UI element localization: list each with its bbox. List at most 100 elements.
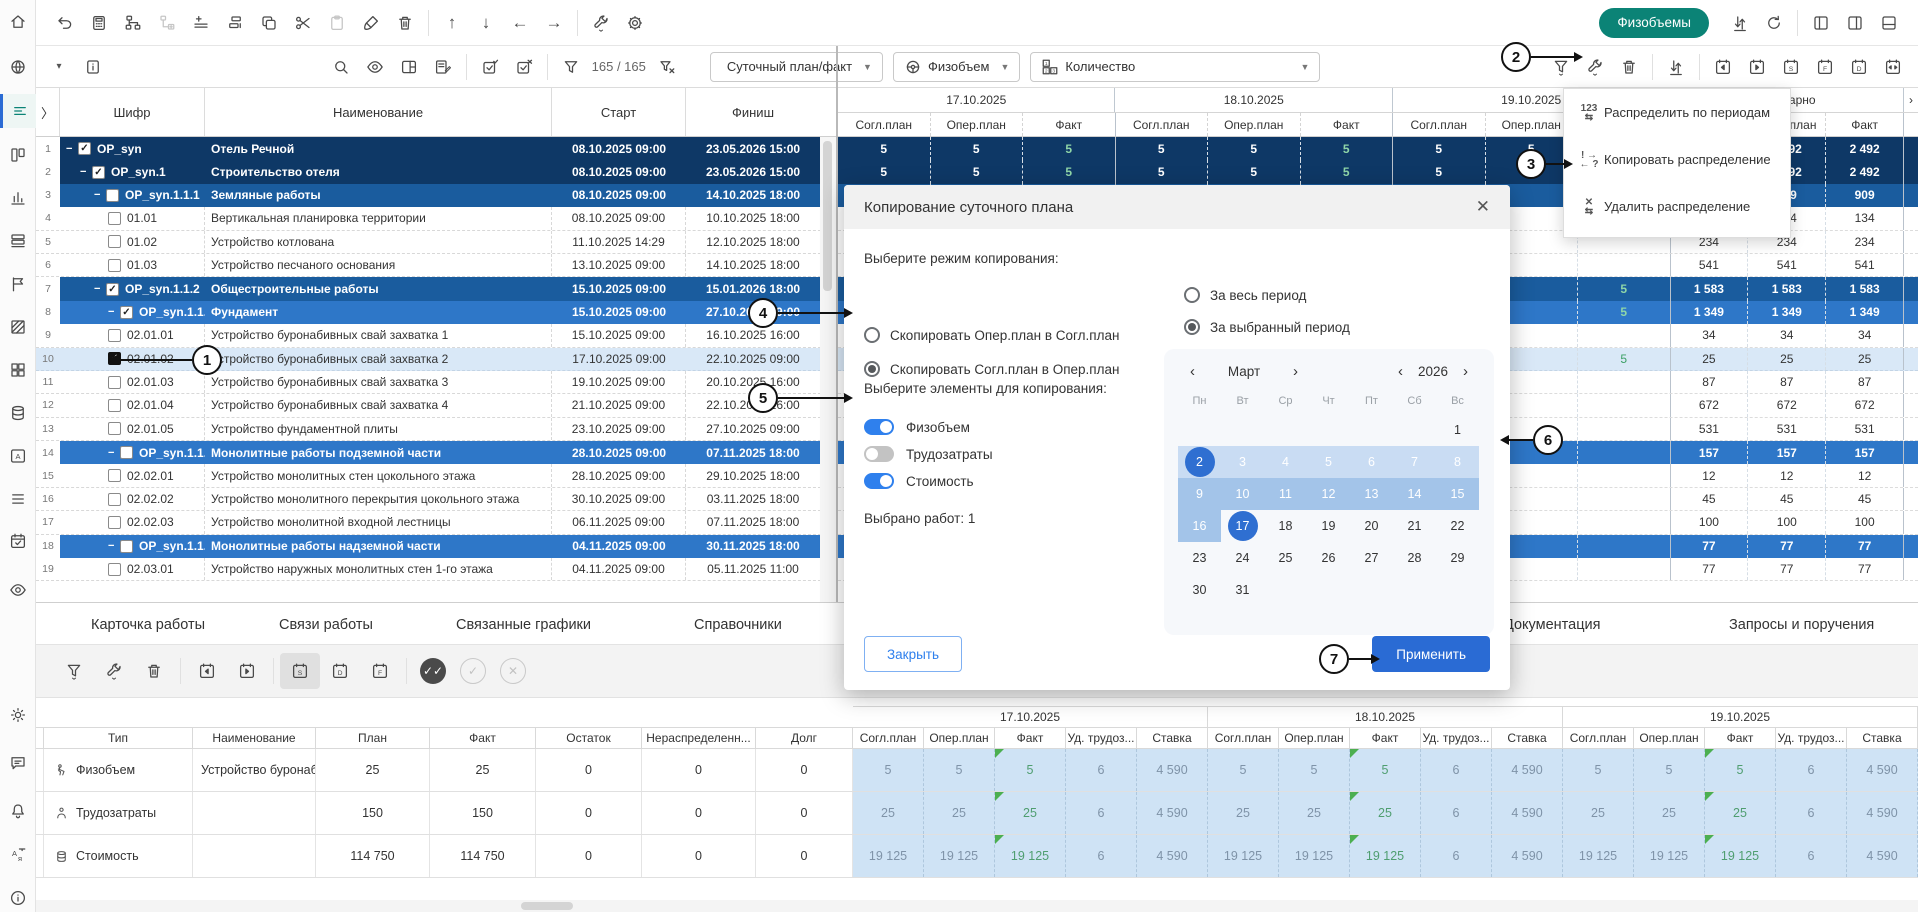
copy-icon[interactable] xyxy=(252,7,286,39)
rail-chat-icon[interactable] xyxy=(0,746,36,780)
tab-4[interactable]: Документация xyxy=(1504,603,1600,646)
caret-icon[interactable]: ▾ xyxy=(42,51,76,83)
rail-layers-icon[interactable] xyxy=(0,224,36,258)
dropdown-1[interactable]: Физобъем▼ xyxy=(893,52,1020,82)
work-row[interactable]: 5 01.02 Устройство котлована 11.10.2025 … xyxy=(36,231,836,254)
arr-right-icon[interactable]: → xyxy=(537,7,571,39)
calendar-day[interactable]: 4 xyxy=(1264,446,1307,478)
close-button[interactable]: Закрыть xyxy=(864,636,962,672)
calendar-day[interactable]: 2 xyxy=(1178,446,1221,478)
dropdown-2[interactable]: 123Количество▼ xyxy=(1030,52,1320,82)
collapse-icon[interactable]: − xyxy=(66,143,76,155)
cal-range-icon[interactable] xyxy=(1876,51,1910,83)
eye-icon[interactable] xyxy=(358,51,392,83)
toggle-2[interactable]: Стоимость xyxy=(864,473,993,489)
note-icon[interactable] xyxy=(426,51,460,83)
tab-0[interactable]: Карточка работы xyxy=(91,603,205,646)
resource-row[interactable]: ФизобъемУстройство буронаб252500055564 5… xyxy=(36,749,1918,792)
calendar-day[interactable]: 28 xyxy=(1393,542,1436,574)
resource-row[interactable]: Стоимость114 750114 75000019 12519 12519… xyxy=(36,835,1918,878)
work-row[interactable]: 17 02.02.03 Устройство монолитной входно… xyxy=(36,511,836,534)
close-icon[interactable]: ✕ xyxy=(1476,197,1490,217)
rail-eye-icon[interactable] xyxy=(0,573,36,607)
collapse-icon[interactable]: − xyxy=(94,283,104,295)
cut-icon[interactable] xyxy=(286,7,320,39)
physvolumes-button[interactable]: Физобъемы xyxy=(1599,8,1709,38)
cal-prev-icon[interactable] xyxy=(1706,51,1740,83)
search-icon[interactable] xyxy=(324,51,358,83)
work-row[interactable]: 8 −✓OP_syn.1.1... Фундамент 15.10.2025 0… xyxy=(36,301,836,324)
tab-2[interactable]: Связанные графики xyxy=(456,603,591,646)
row-checkbox[interactable] xyxy=(120,446,133,459)
dropdown-0[interactable]: Суточный план/факт▼ xyxy=(710,52,883,82)
work-row[interactable]: 19 02.03.01 Устройство наружных монолитн… xyxy=(36,558,836,581)
work-row[interactable]: 2 −✓OP_syn.1 Строительство отеля 08.10.2… xyxy=(36,160,836,183)
calendar-day[interactable]: 26 xyxy=(1307,542,1350,574)
filter-icon[interactable] xyxy=(554,51,588,83)
tree-add-icon[interactable] xyxy=(116,7,150,39)
work-row[interactable]: 14 −OP_syn.1.1... Монолитные работы подз… xyxy=(36,441,836,464)
calendar-day[interactable]: 7 xyxy=(1393,446,1436,478)
work-row[interactable]: 9 02.01.01 Устройство буронабивных свай … xyxy=(36,324,836,347)
row-checkbox[interactable]: ✓ xyxy=(92,166,105,179)
calendar-day[interactable]: 17 xyxy=(1221,510,1264,542)
wrench-caret-icon[interactable] xyxy=(94,653,134,689)
rail-gridsq-icon[interactable] xyxy=(0,353,36,387)
row-checkbox[interactable]: ✓ xyxy=(78,142,91,155)
arr-up-icon[interactable]: ↑ xyxy=(435,7,469,39)
work-row[interactable]: 18 −OP_syn.1.1... Монолитные работы надз… xyxy=(36,535,836,558)
work-row[interactable]: 6 01.03 Устройство песчаного основания 1… xyxy=(36,254,836,277)
cal-prev-icon[interactable] xyxy=(187,653,227,689)
tab-1[interactable]: Связи работы xyxy=(279,603,373,646)
calendar-day[interactable]: 25 xyxy=(1264,542,1307,574)
row-checkbox[interactable] xyxy=(108,376,121,389)
rail-attrA-icon[interactable]: A xyxy=(0,439,36,473)
row-checkbox[interactable] xyxy=(106,189,119,202)
row-checkbox[interactable] xyxy=(108,399,121,412)
arr-down-icon[interactable]: ↓ xyxy=(469,7,503,39)
layout-icon[interactable] xyxy=(392,51,426,83)
circle-check-icon[interactable]: ✓ xyxy=(453,653,493,689)
calendar-day[interactable]: 27 xyxy=(1350,542,1393,574)
cal-f-icon[interactable]: F xyxy=(360,653,400,689)
rail-chart-icon[interactable] xyxy=(0,181,36,215)
calendar-day[interactable]: 19 xyxy=(1307,510,1350,542)
trash-icon[interactable] xyxy=(134,653,174,689)
year-next-icon[interactable]: › xyxy=(1457,363,1474,380)
toggle-switch-icon[interactable] xyxy=(864,473,894,489)
brush-icon[interactable] xyxy=(354,7,388,39)
layout1-icon[interactable] xyxy=(1804,7,1838,39)
calendar-day[interactable]: 22 xyxy=(1436,510,1479,542)
check-on-icon[interactable] xyxy=(473,51,507,83)
calendar-day[interactable]: 1 xyxy=(1436,414,1479,446)
filter-clear-icon[interactable] xyxy=(650,51,684,83)
cal-d-icon[interactable]: D xyxy=(1842,51,1876,83)
scroll-right-icon[interactable]: › xyxy=(1904,88,1918,112)
cal-s-icon[interactable]: S xyxy=(1774,51,1808,83)
row-checkbox[interactable] xyxy=(108,235,121,248)
wrench-caret-icon[interactable] xyxy=(584,7,618,39)
period-radio-0[interactable]: За весь период xyxy=(1184,287,1306,303)
work-row[interactable]: 4 01.01 Вертикальная планировка территор… xyxy=(36,207,836,230)
calendar-day[interactable]: 31 xyxy=(1221,574,1264,606)
row-checkbox[interactable] xyxy=(108,259,121,272)
calendar-day[interactable]: 5 xyxy=(1307,446,1350,478)
calendar-day[interactable]: 24 xyxy=(1221,542,1264,574)
tree-add2-icon[interactable] xyxy=(150,7,184,39)
month-next-icon[interactable]: › xyxy=(1287,363,1304,380)
calendar-day[interactable]: 6 xyxy=(1350,446,1393,478)
row-checkbox[interactable]: ✓ xyxy=(106,283,119,296)
row-checkbox[interactable] xyxy=(108,563,121,576)
rail-kanban-icon[interactable] xyxy=(0,138,36,172)
check-off-icon[interactable] xyxy=(507,51,541,83)
sync-icon[interactable] xyxy=(1723,7,1757,39)
tab-5[interactable]: Запросы и поручения xyxy=(1729,603,1874,646)
trash-icon[interactable] xyxy=(388,7,422,39)
calendar-day[interactable]: 10 xyxy=(1221,478,1264,510)
rail-infocirc-icon[interactable] xyxy=(0,881,36,912)
resource-row[interactable]: Трудозатраты15015000025252564 5902525256… xyxy=(36,792,1918,835)
row-checkbox[interactable] xyxy=(108,469,121,482)
arr-left-icon[interactable]: ← xyxy=(503,7,537,39)
cal-f-icon[interactable]: F xyxy=(1808,51,1842,83)
rail-flag-icon[interactable] xyxy=(0,267,36,301)
